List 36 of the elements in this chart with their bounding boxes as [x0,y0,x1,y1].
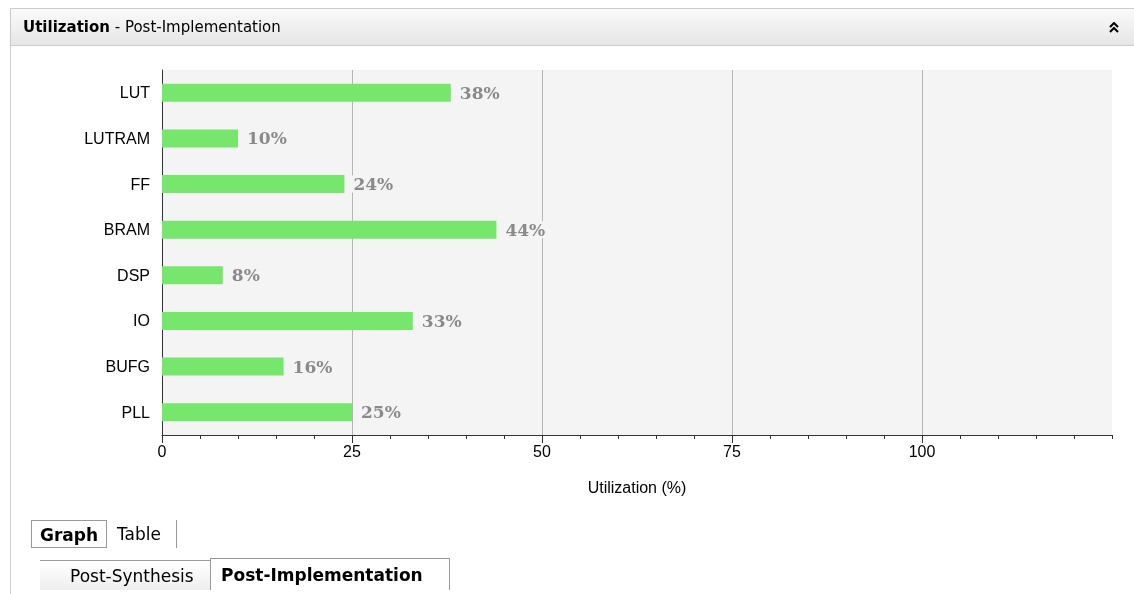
x-tick-label: 100 [908,442,936,460]
y-tick-label: LUT [119,84,151,102]
bar [162,357,284,376]
bar [162,129,238,148]
x-tick-label: 25 [343,442,361,460]
data-label: 25% [361,402,401,423]
data-label: 10% [247,128,287,149]
y-tick-label: FF [130,175,151,193]
text: Table [109,520,177,548]
x-tick-label: 0 [157,442,167,460]
bar [162,311,413,330]
text: Post-Implementation [210,558,450,590]
y-tick-label: LUTRAM [84,129,150,147]
y-tick-label: PLL [121,403,151,421]
bar [162,403,352,422]
data-label: 8% [231,265,260,286]
y-tick-label: BRAM [103,221,150,239]
chart-title: Utilization [23,18,110,36]
data-label: 44% [505,219,546,240]
bar [162,83,451,102]
y-tick-label: DSP [117,266,150,284]
y-tick-label: BUFG [105,358,150,376]
data-label: 16% [292,356,333,377]
chart-subtitle: - Post-Implementation [114,18,281,36]
x-axis-title: Utilization (%) [587,478,687,496]
bar [162,175,345,194]
text: Post-Synthesis [40,560,210,590]
data-label: 38% [459,82,500,103]
data-label: 24% [353,174,394,195]
text: Graph [31,520,107,548]
y-tick-label: IO [133,312,150,330]
bar [162,220,497,239]
x-tick-label: 75 [723,442,741,460]
x-tick-label: 50 [533,442,551,460]
bar [162,266,223,285]
data-label: 33% [421,310,462,331]
